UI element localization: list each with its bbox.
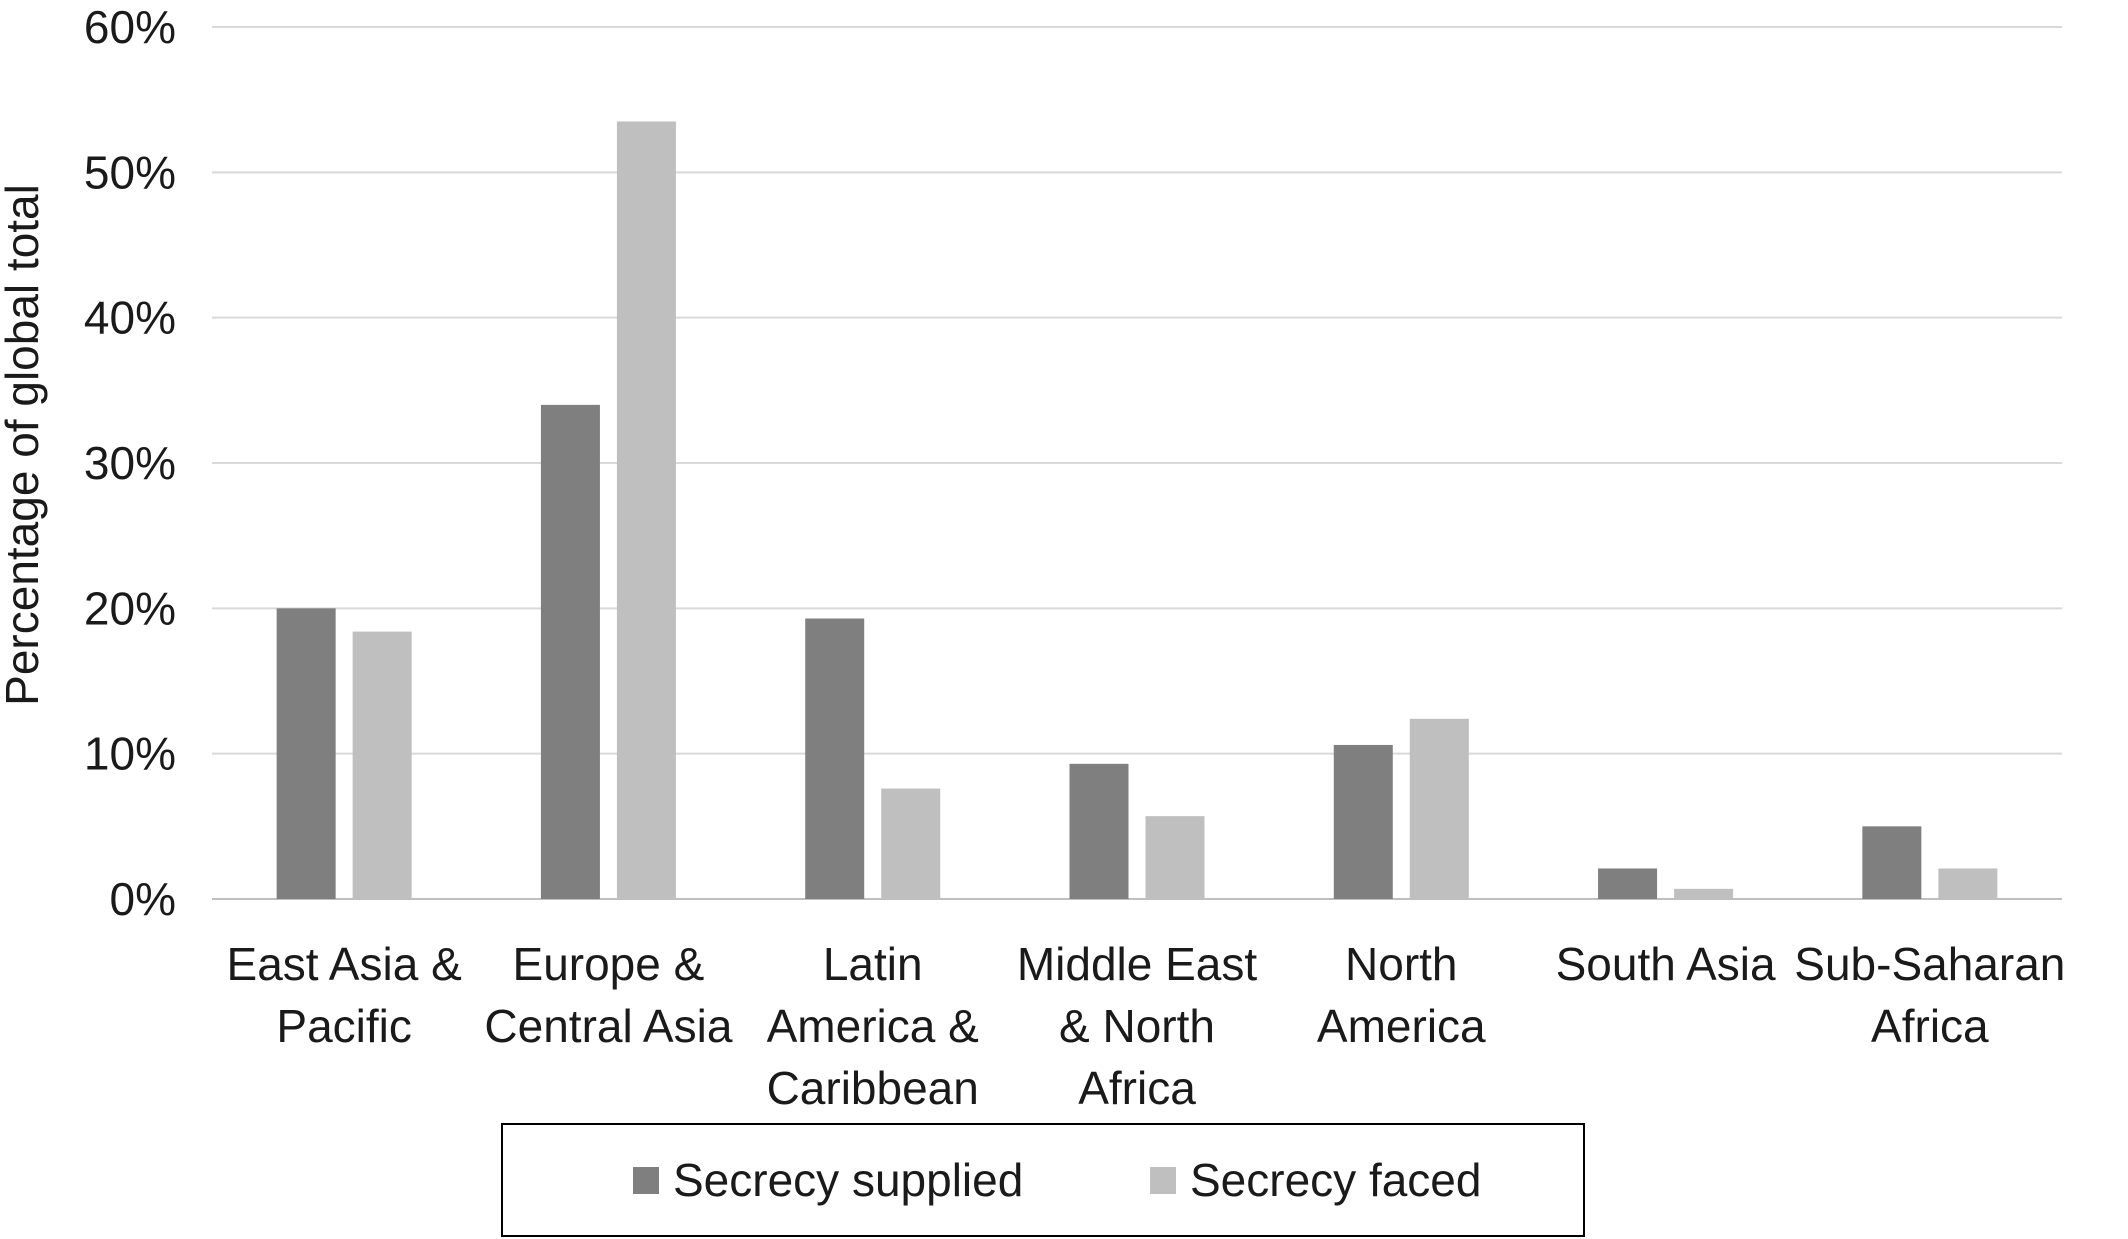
bars — [276, 121, 1998, 899]
y-tick-label: 60% — [84, 1, 176, 53]
legend-swatch-secrecy-supplied — [633, 1167, 659, 1194]
legend-label-secrecy-faced: Secrecy faced — [1190, 1154, 1481, 1206]
legend-swatch-secrecy-faced — [1150, 1167, 1176, 1194]
x-tick-label: Pacific — [276, 1000, 411, 1052]
x-tick-label: Europe & — [513, 938, 705, 990]
x-tick-label: Africa — [1078, 1062, 1196, 1114]
x-tick-label: Middle East — [1017, 938, 1258, 990]
bar-secrecy-supplied — [1333, 744, 1393, 899]
x-tick-label: America — [1317, 1000, 1486, 1052]
bar-secrecy-faced — [1409, 718, 1469, 899]
y-axis-title: Percentage of global total — [0, 184, 48, 706]
legend-box — [501, 1123, 1585, 1237]
y-axis-ticks: 0% 10% 20% 30% 40% 50% 60% — [84, 1, 176, 925]
bar-secrecy-faced — [352, 631, 412, 899]
x-tick-label: Latin — [823, 938, 923, 990]
y-tick-label: 30% — [84, 437, 176, 489]
gridlines — [212, 26, 2062, 900]
legend: Secrecy supplied Secrecy faced — [501, 1123, 1585, 1237]
bar-secrecy-faced — [616, 121, 676, 899]
bar-secrecy-faced — [1938, 868, 1998, 899]
bar-secrecy-supplied — [805, 618, 865, 899]
bar-secrecy-faced — [1145, 816, 1205, 899]
x-tick-label: Sub-Saharan — [1794, 938, 2065, 990]
x-tick-label: South Asia — [1556, 938, 1776, 990]
bar-secrecy-supplied — [540, 404, 600, 899]
bar-secrecy-supplied — [1862, 826, 1922, 899]
x-axis-labels: East Asia & Pacific Europe & Central Asia La… — [227, 938, 2066, 1114]
bar-secrecy-faced — [881, 788, 941, 899]
x-tick-label: Africa — [1871, 1000, 1989, 1052]
x-tick-label: & North — [1059, 1000, 1215, 1052]
bar-secrecy-supplied — [1598, 868, 1658, 899]
bar-secrecy-supplied — [1069, 763, 1129, 899]
x-tick-label: Central Asia — [484, 1000, 732, 1052]
y-tick-label: 40% — [84, 292, 176, 344]
x-tick-label: Caribbean — [767, 1062, 979, 1114]
y-tick-label: 0% — [110, 873, 176, 925]
x-tick-label: North — [1345, 938, 1457, 990]
y-tick-label: 50% — [84, 146, 176, 198]
bar-secrecy-supplied — [276, 608, 336, 899]
y-tick-label: 10% — [84, 728, 176, 780]
bar-secrecy-faced — [1674, 888, 1734, 899]
x-tick-label: America & — [767, 1000, 979, 1052]
y-tick-label: 20% — [84, 582, 176, 634]
legend-label-secrecy-supplied: Secrecy supplied — [673, 1154, 1023, 1206]
x-tick-label: East Asia & — [227, 938, 462, 990]
